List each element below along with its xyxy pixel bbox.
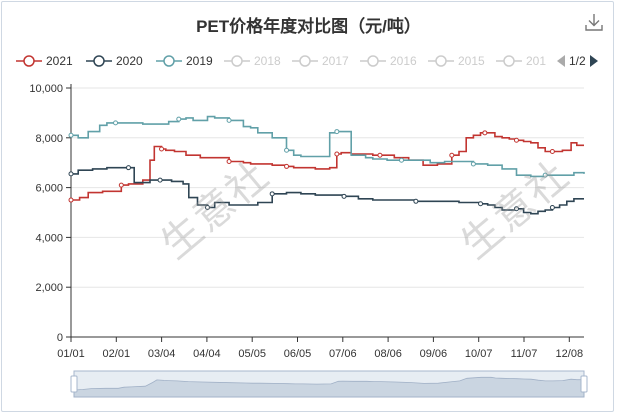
x-tick-label: 02/01 [103,348,131,360]
legend-item-201[interactable]: 201 [496,50,546,72]
x-tick-label: 01/01 [57,348,85,360]
y-tick-label: 2,000 [35,282,63,294]
series-point-2020[interactable] [413,198,419,204]
x-tick-label: 12/08 [556,348,584,360]
series-point-2020[interactable] [513,206,519,212]
series-point-2021[interactable] [118,182,124,188]
series-point-2020[interactable] [205,205,211,211]
y-tick-label: 6,000 [35,183,63,195]
legend-item-2021[interactable]: 2021 [16,50,76,72]
legend-label: 2016 [390,54,417,68]
legend-marker-icon [428,55,454,67]
x-tick-label: 04/04 [193,348,221,360]
series-point-2020[interactable] [269,191,275,197]
series-point-2021[interactable] [284,163,290,169]
y-tick-label: 10,000 [29,83,63,95]
series-point-2020[interactable] [549,205,555,211]
legend-label: 2021 [46,54,73,68]
series-point-2020[interactable] [125,165,131,171]
legend-marker-icon [156,55,182,67]
series-point-2019[interactable] [542,172,548,178]
legend-item-2017[interactable]: 2017 [292,50,352,72]
series-point-2021[interactable] [482,130,488,136]
series-point-2019[interactable] [68,132,74,138]
legend-label: 2017 [322,54,349,68]
x-tick-label: 11/07 [511,348,538,360]
legend-item-2020[interactable]: 2020 [86,50,146,72]
series-point-2021[interactable] [513,137,519,143]
series-line-2019[interactable] [71,115,585,178]
pager-label: 1/2 [569,54,586,68]
zoom-handle-right[interactable] [580,375,588,393]
x-tick-label: 05/05 [238,348,266,360]
chart-title: PET价格年度对比图（元/吨） [196,17,421,36]
series-point-2021[interactable] [449,152,455,158]
y-tick-label: 8,000 [35,133,63,145]
series-point-2021[interactable] [68,197,74,203]
legend-marker-icon [86,55,112,67]
legend-marker-icon [496,55,522,67]
legend-item-2015[interactable]: 2015 [428,50,488,72]
legend-item-2019[interactable]: 2019 [156,50,216,72]
series-point-2020[interactable] [478,201,484,207]
legend-item-2016[interactable]: 2016 [360,50,420,72]
legend-marker-icon [224,55,250,67]
legend-marker-icon [292,55,318,67]
zoom-handle-left[interactable] [70,375,78,393]
series-point-2021[interactable] [334,151,340,157]
legend-label: 2018 [254,54,281,68]
legend-label: 2015 [458,54,485,68]
series-point-2021[interactable] [549,148,555,154]
legend-label: 2019 [186,54,213,68]
legend-label: 2020 [116,54,143,68]
zoom-preview [73,376,585,398]
legend-label: 201 [525,54,546,68]
series-point-2021[interactable] [377,152,383,158]
x-tick-label: 09/06 [420,348,448,360]
series-point-2019[interactable] [334,129,340,135]
x-tick-label: 08/06 [374,348,402,360]
series-point-2020[interactable] [68,171,74,177]
x-tick-label: 07/06 [329,348,357,360]
series-point-2020[interactable] [341,193,347,199]
series-point-2021[interactable] [159,146,165,152]
series-point-2019[interactable] [470,161,476,167]
series-point-2020[interactable] [157,177,163,183]
legend: 2021 2020 2019 2018 2017 2016 2015 201 [0,50,617,72]
y-tick-label: 4,000 [35,232,63,244]
series-point-2019[interactable] [176,116,182,122]
pager-prev-icon[interactable] [556,54,566,68]
series-point-2021[interactable] [226,158,232,164]
x-tick-label: 10/07 [465,348,493,360]
series-point-2019[interactable] [399,157,405,163]
pager-next-icon[interactable] [589,54,599,68]
legend-marker-icon [360,55,386,67]
x-tick-label: 03/04 [148,348,176,360]
legend-item-2018[interactable]: 2018 [224,50,284,72]
legend-marker-icon [16,55,42,67]
series-point-2019[interactable] [284,147,290,153]
y-tick-label: 0 [57,332,63,344]
series-point-2019[interactable] [226,117,232,123]
series-point-2019[interactable] [113,120,119,126]
x-tick-label: 06/05 [284,348,312,360]
legend-pager: 1/2 [556,50,599,72]
download-icon[interactable] [584,12,604,32]
